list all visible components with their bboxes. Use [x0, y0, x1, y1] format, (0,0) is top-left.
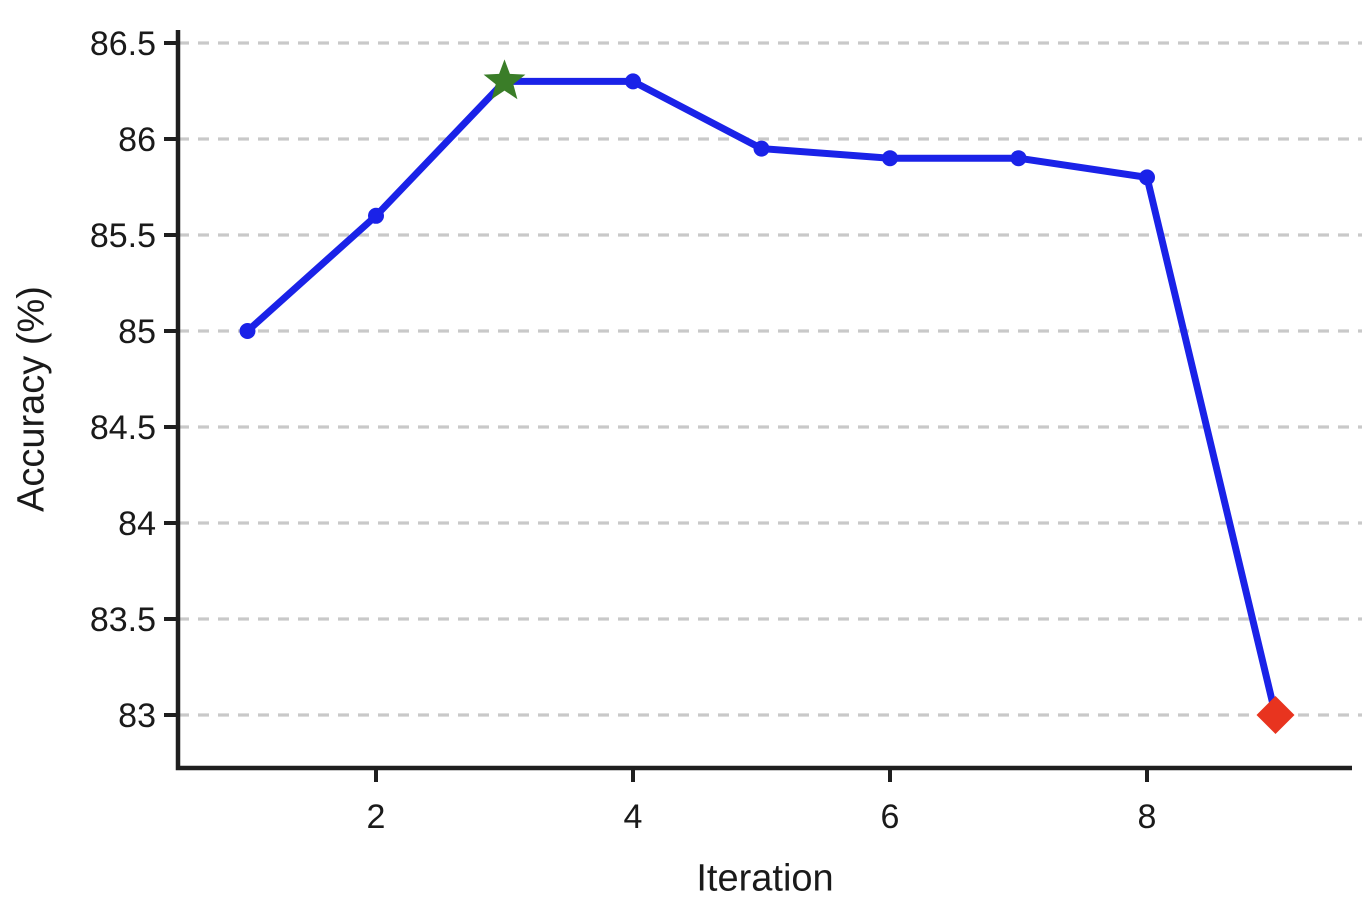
final-diamond-marker — [1256, 696, 1295, 734]
y-tick-label-85.5: 85.5 — [90, 217, 156, 255]
data-point-circle-iter-8 — [1139, 169, 1155, 186]
y-tick-label-84.5: 84.5 — [90, 409, 156, 447]
axes-spines — [175, 30, 1352, 771]
y-axis-title: Accuracy (%) — [10, 286, 53, 512]
data-point-circle-iter-6 — [882, 150, 898, 167]
peak-star-marker — [483, 59, 526, 100]
x-tick-label-6: 6 — [881, 798, 900, 836]
x-tick-label-4: 4 — [624, 798, 643, 836]
data-point-circle-iter-5 — [753, 140, 770, 157]
x-axis-title: Iteration — [696, 857, 834, 900]
x-tick-label-2: 2 — [367, 798, 386, 836]
y-tick-label-83: 83 — [118, 697, 156, 735]
data-point-circle-iter-4 — [625, 73, 641, 90]
data-point-circle-iter-7 — [1010, 150, 1027, 167]
x-tick-label-8: 8 — [1138, 798, 1157, 836]
y-tick-label-83.5: 83.5 — [90, 601, 156, 639]
y-tick-label-86.5: 86.5 — [90, 25, 156, 63]
data-point-circle-iter-2 — [368, 207, 384, 224]
y-tick-label-85: 85 — [118, 313, 156, 351]
y-tick-label-86: 86 — [118, 121, 156, 159]
y-tick-label-84: 84 — [118, 505, 156, 543]
data-point-circle-iter-1 — [239, 323, 256, 339]
